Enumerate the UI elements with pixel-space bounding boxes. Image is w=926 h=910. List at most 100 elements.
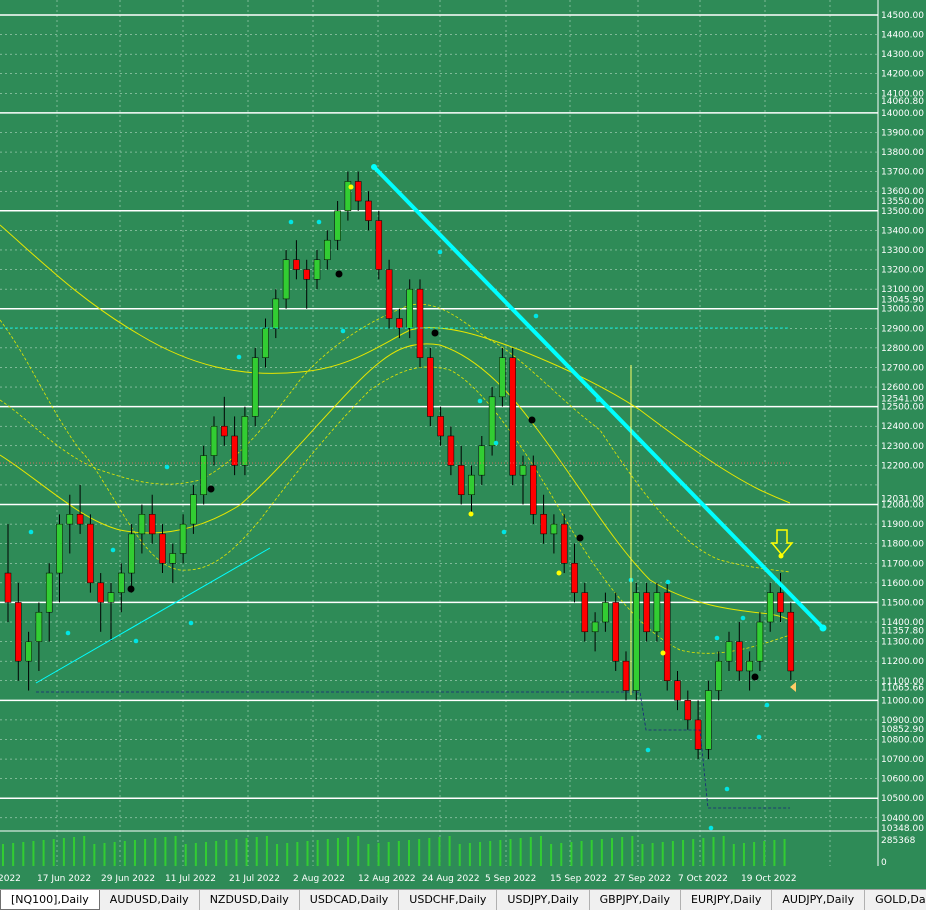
tab-nzdusd-daily[interactable]: NZDUSD,Daily [200,890,300,910]
candle[interactable] [251,357,259,417]
candle[interactable] [272,298,280,329]
candle[interactable] [45,572,53,613]
candle[interactable] [76,514,84,525]
candle[interactable] [612,602,619,662]
candle[interactable] [499,357,506,398]
tab-gbpjpy-daily[interactable]: GBPJPY,Daily [590,890,681,910]
candle[interactable] [705,690,712,750]
tab-eurjpy-daily[interactable]: EURJPY,Daily [681,890,773,910]
candle[interactable] [15,602,22,662]
candle[interactable] [313,259,321,280]
tab-audjpy-daily[interactable]: AUDJPY,Daily [772,890,866,910]
candle[interactable] [591,621,599,633]
tab-usdchf-daily[interactable]: USDCHF,Daily [399,890,498,910]
candle[interactable] [354,181,362,202]
candle[interactable] [35,611,43,642]
tab-usdjpy-daily[interactable]: USDJPY,Daily [497,890,590,910]
candle[interactable] [231,435,238,466]
candle[interactable] [478,445,486,476]
candle[interactable] [602,602,609,623]
candle[interactable] [457,465,465,495]
candle[interactable] [25,641,32,662]
tab-gold-daily[interactable]: GOLD,Daily [865,890,926,910]
candle[interactable] [674,680,681,701]
candle[interactable] [756,621,764,662]
candle[interactable] [118,572,125,593]
candle[interactable] [519,465,527,476]
volume-bar [783,839,786,866]
candle[interactable] [447,435,455,466]
candle[interactable] [334,210,341,241]
candle[interactable] [4,572,12,603]
candle[interactable] [56,523,63,574]
candle[interactable] [97,582,104,603]
candle[interactable] [468,474,475,495]
candle[interactable] [385,269,393,319]
volume-bar [763,841,766,866]
main-trendline[interactable] [372,165,825,630]
trendline-anchor-start[interactable] [371,164,377,170]
price-chart[interactable]: 14500.00 14400.00 14300.00 14200.00 14100.00… [0,0,926,889]
candle[interactable] [303,269,310,280]
candle[interactable] [663,592,671,682]
candle[interactable] [746,660,753,672]
candle[interactable] [437,416,444,437]
candle[interactable] [87,523,94,584]
candle[interactable] [694,719,702,750]
candle[interactable] [148,514,156,535]
candle[interactable] [560,523,568,564]
support-trendline[interactable] [35,547,271,684]
candle[interactable] [128,533,135,574]
candle[interactable] [107,592,115,603]
candle[interactable] [262,328,269,358]
candle[interactable] [210,425,218,456]
candle[interactable] [241,416,249,466]
candle[interactable] [190,494,197,525]
candle[interactable] [324,239,331,261]
tab-nq100-daily[interactable]: [NQ100],Daily [0,890,100,910]
candle[interactable] [581,592,589,633]
candle[interactable] [179,523,187,554]
candle[interactable] [416,288,424,358]
trendlines[interactable] [0,164,827,809]
candle[interactable] [375,220,383,270]
candle[interactable] [509,357,516,476]
candle[interactable] [365,200,372,221]
candle[interactable] [488,396,496,447]
candle[interactable] [406,288,413,329]
candle[interactable] [715,660,722,691]
candle[interactable] [530,465,537,515]
candle[interactable] [200,455,207,495]
candle[interactable] [344,181,352,212]
candle[interactable] [550,523,558,535]
candle[interactable] [66,514,74,525]
volume-bar [42,840,45,866]
candle[interactable] [633,592,640,691]
candle[interactable] [540,514,547,535]
candle[interactable] [787,611,795,672]
candle[interactable] [138,514,146,535]
candle[interactable] [159,533,166,564]
candle[interactable] [725,641,733,662]
candle[interactable] [777,592,784,613]
candle[interactable] [427,357,434,417]
tab-audusd-daily[interactable]: AUDUSD,Daily [100,890,200,910]
candle[interactable] [571,563,578,593]
tab-usdcad-daily[interactable]: USDCAD,Daily [300,890,400,910]
candle[interactable] [622,660,630,691]
candle[interactable] [396,318,403,329]
candles[interactable] [4,171,795,760]
candle[interactable] [282,259,290,300]
chart-window[interactable]: 14500.00 14400.00 14300.00 14200.00 14100.00… [0,0,926,889]
price-label: 14500.00 [881,11,924,21]
candle[interactable] [643,592,650,633]
candle[interactable] [169,553,177,564]
candle[interactable] [766,592,774,623]
candle[interactable] [293,259,300,270]
candle[interactable] [653,592,661,633]
candle[interactable] [736,641,743,672]
trendline-anchor-end[interactable] [819,624,827,632]
candle[interactable] [684,700,692,721]
price-label: 13045.90 [881,296,924,306]
candle[interactable] [221,425,228,437]
